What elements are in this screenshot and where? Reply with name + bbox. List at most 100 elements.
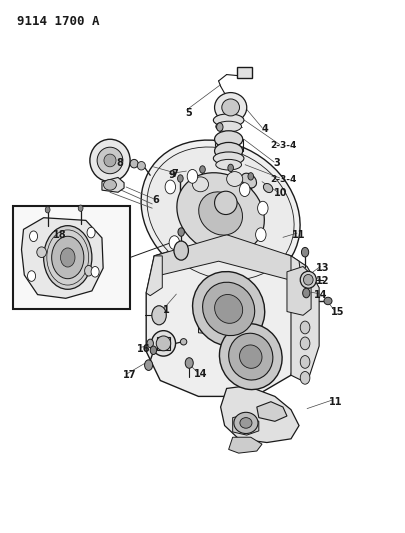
Ellipse shape <box>91 266 99 277</box>
Ellipse shape <box>202 282 255 336</box>
Ellipse shape <box>239 183 250 197</box>
Ellipse shape <box>37 247 47 257</box>
Text: 11: 11 <box>328 397 342 407</box>
Ellipse shape <box>180 338 187 345</box>
Ellipse shape <box>216 159 241 170</box>
Ellipse shape <box>300 356 310 368</box>
Bar <box>237 67 252 78</box>
Ellipse shape <box>145 360 153 370</box>
Ellipse shape <box>90 139 130 182</box>
Ellipse shape <box>234 413 258 433</box>
Text: 14: 14 <box>194 369 207 378</box>
Text: 13: 13 <box>316 263 330 273</box>
Ellipse shape <box>177 175 183 182</box>
Ellipse shape <box>85 265 93 276</box>
Ellipse shape <box>215 93 247 122</box>
Polygon shape <box>21 217 103 298</box>
Ellipse shape <box>215 295 243 324</box>
Ellipse shape <box>45 207 50 213</box>
Ellipse shape <box>169 236 179 249</box>
Ellipse shape <box>52 236 84 279</box>
Text: 5: 5 <box>185 108 192 118</box>
Polygon shape <box>152 235 299 282</box>
Ellipse shape <box>150 346 157 354</box>
Ellipse shape <box>28 271 36 281</box>
Ellipse shape <box>87 227 95 238</box>
Text: 11: 11 <box>292 230 306 240</box>
Text: 7: 7 <box>171 169 178 179</box>
Ellipse shape <box>229 333 273 380</box>
Ellipse shape <box>147 147 294 280</box>
Ellipse shape <box>227 172 243 187</box>
Ellipse shape <box>215 191 237 215</box>
Ellipse shape <box>222 99 239 116</box>
Ellipse shape <box>228 164 233 172</box>
Text: 9: 9 <box>169 171 176 180</box>
Ellipse shape <box>137 161 145 170</box>
Ellipse shape <box>300 372 310 384</box>
Ellipse shape <box>185 358 193 368</box>
Ellipse shape <box>215 131 243 148</box>
Ellipse shape <box>248 173 254 180</box>
Polygon shape <box>232 415 259 435</box>
Ellipse shape <box>174 241 188 260</box>
Polygon shape <box>229 437 262 453</box>
Text: 18: 18 <box>53 230 66 240</box>
Ellipse shape <box>303 288 310 298</box>
Ellipse shape <box>177 173 264 254</box>
Bar <box>158 337 170 350</box>
Ellipse shape <box>256 228 266 241</box>
Polygon shape <box>102 177 124 192</box>
Ellipse shape <box>165 180 175 194</box>
Text: 1: 1 <box>163 305 170 315</box>
Ellipse shape <box>78 205 83 212</box>
Ellipse shape <box>300 321 310 334</box>
Polygon shape <box>287 266 311 316</box>
Ellipse shape <box>300 271 316 288</box>
Text: 2-3-4: 2-3-4 <box>270 141 296 150</box>
Ellipse shape <box>178 228 184 236</box>
Ellipse shape <box>141 140 300 287</box>
Text: 2-3-4: 2-3-4 <box>270 174 296 183</box>
Ellipse shape <box>301 247 309 257</box>
Ellipse shape <box>151 330 175 356</box>
Ellipse shape <box>187 169 198 183</box>
Ellipse shape <box>241 173 256 188</box>
Text: 14: 14 <box>314 289 328 300</box>
Ellipse shape <box>104 180 116 190</box>
Ellipse shape <box>217 123 223 131</box>
Polygon shape <box>221 386 299 442</box>
Ellipse shape <box>300 337 310 350</box>
Ellipse shape <box>263 183 273 192</box>
Ellipse shape <box>303 274 313 285</box>
Text: 12: 12 <box>316 276 330 286</box>
Text: 15: 15 <box>330 306 344 317</box>
Ellipse shape <box>147 339 153 348</box>
Polygon shape <box>146 235 299 397</box>
Text: 16: 16 <box>137 344 151 354</box>
Ellipse shape <box>104 154 116 167</box>
Polygon shape <box>291 256 319 383</box>
Ellipse shape <box>192 177 209 192</box>
Ellipse shape <box>200 166 205 173</box>
Ellipse shape <box>220 324 282 390</box>
Text: 17: 17 <box>124 370 137 380</box>
Bar <box>13 206 130 309</box>
Ellipse shape <box>215 142 243 159</box>
Ellipse shape <box>152 306 166 325</box>
Polygon shape <box>291 256 301 277</box>
Polygon shape <box>257 402 287 421</box>
Text: 10: 10 <box>274 188 288 198</box>
Ellipse shape <box>130 159 138 168</box>
Text: 6: 6 <box>153 195 160 205</box>
Ellipse shape <box>156 336 171 351</box>
Ellipse shape <box>213 114 244 126</box>
Ellipse shape <box>97 147 123 174</box>
Text: 4: 4 <box>262 124 268 134</box>
Ellipse shape <box>216 121 241 132</box>
Polygon shape <box>198 309 259 336</box>
Ellipse shape <box>199 192 243 235</box>
Ellipse shape <box>324 297 332 305</box>
Ellipse shape <box>239 345 262 368</box>
Ellipse shape <box>258 201 268 215</box>
